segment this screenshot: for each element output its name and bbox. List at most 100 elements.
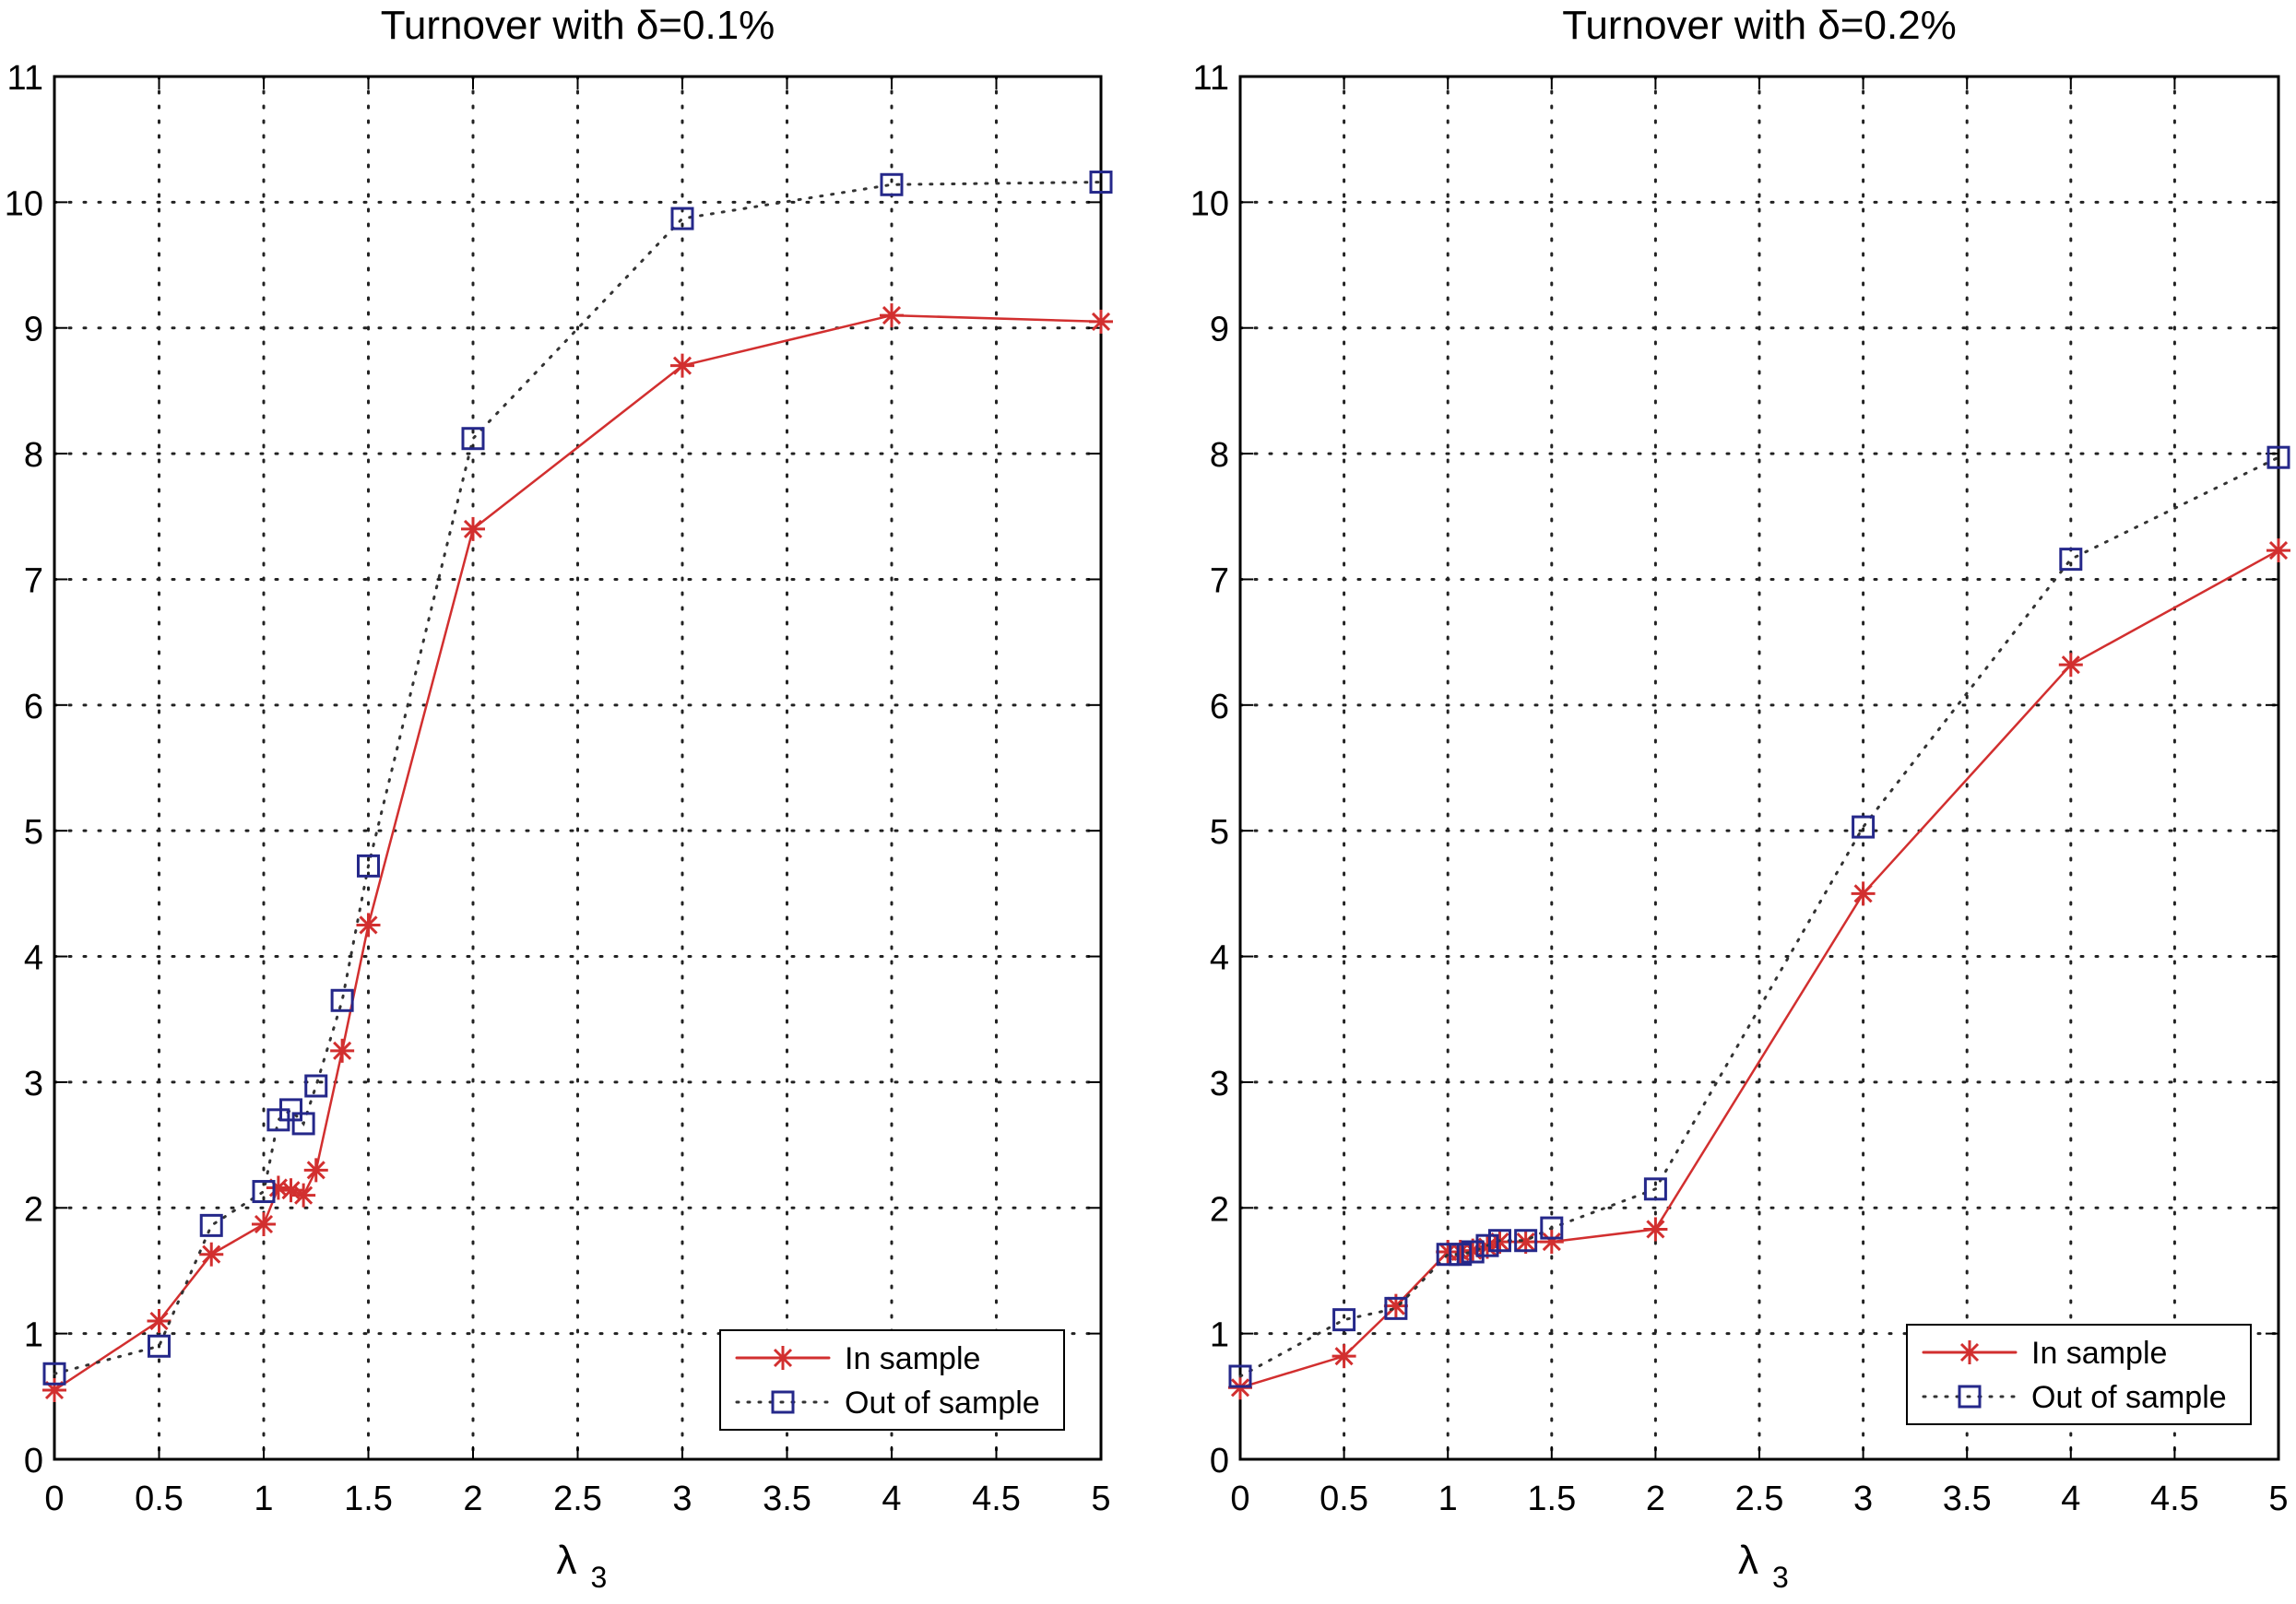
series-markers-1 <box>42 171 1113 1386</box>
plot-frame <box>1238 75 2280 1461</box>
data-point-star <box>1331 1344 1356 1369</box>
star-stroke <box>333 1041 352 1060</box>
x-tick-label: 2 <box>1646 1480 1665 1518</box>
data-point-square <box>670 206 694 230</box>
data-point-square <box>1643 1177 1667 1201</box>
data-point-square <box>199 1213 223 1237</box>
data-point-star <box>1643 1217 1668 1242</box>
legend-label: In sample <box>2031 1336 2167 1371</box>
data-point-star <box>147 1309 172 1333</box>
x-tick-label: 3 <box>672 1480 692 1518</box>
data-point-star <box>1089 309 1113 334</box>
data-point-square <box>1514 1229 1538 1253</box>
series-markers-0 <box>42 303 1113 1402</box>
data-point-square <box>1332 1308 1356 1332</box>
plot-frame <box>53 75 1103 1461</box>
series-line-1 <box>53 181 1103 1375</box>
x-tick-label: 3.5 <box>1943 1480 1992 1518</box>
x-tick-label: 5 <box>2268 1480 2288 1518</box>
data-point-square <box>291 1112 315 1136</box>
data-point-square <box>330 988 354 1012</box>
star-stroke <box>1091 312 1111 331</box>
y-tick-label: 6 <box>1210 688 1229 726</box>
data-point-square <box>1228 1364 1252 1388</box>
x-tick-label: 4.5 <box>2150 1480 2199 1518</box>
data-point-star <box>461 516 485 541</box>
x-tick-label: 0.5 <box>1320 1480 1368 1518</box>
chart-title: Turnover with δ=0.1% <box>381 3 775 48</box>
x-axis-label-subscript: 3 <box>591 1561 608 1594</box>
x-tick-label: 1.5 <box>1527 1480 1576 1518</box>
star-stroke <box>1542 1232 1561 1252</box>
data-point-square <box>771 1390 795 1414</box>
x-tick-label: 0.5 <box>135 1480 183 1518</box>
data-point-square <box>279 1098 303 1122</box>
data-point-star <box>330 1038 355 1063</box>
y-tick-label: 0 <box>24 1442 43 1480</box>
legend-box <box>719 1329 1065 1431</box>
data-point-star <box>199 1242 224 1267</box>
data-point-star <box>356 913 381 938</box>
x-tick-label: 2.5 <box>1735 1480 1784 1518</box>
data-point-star <box>670 353 694 378</box>
x-tick-label: 0 <box>1230 1480 1249 1518</box>
y-tick-label: 4 <box>24 939 43 978</box>
star-stroke <box>1646 1220 1665 1239</box>
x-tick-label: 3.5 <box>763 1480 811 1518</box>
data-point-square <box>1475 1233 1499 1257</box>
star-stroke <box>1334 1347 1354 1366</box>
x-axis-label: λ <box>1738 1538 1758 1583</box>
y-tick-label: 8 <box>24 436 43 475</box>
data-point-square <box>304 1074 328 1098</box>
data-point-square <box>1089 171 1113 195</box>
star-stroke <box>882 306 902 325</box>
x-tick-label: 1 <box>1438 1480 1458 1518</box>
star-stroke <box>2268 541 2289 560</box>
data-point-star <box>1539 1230 1564 1255</box>
x-axis-label-subscript: 3 <box>1772 1561 1789 1594</box>
series-line-0 <box>53 313 1103 1392</box>
chart-panel-1: 0 0.5 1 1.5 2 2.5 3 3.5 4 4.5 5 0 1 2 3 4 5 6 7 8 9 10 11 Turno… <box>1190 3 2290 1594</box>
star-stroke <box>359 915 378 935</box>
star-stroke <box>1516 1232 1535 1252</box>
data-point-square <box>1852 815 1876 839</box>
data-point-square <box>1384 1296 1408 1320</box>
legend-label: Out of sample <box>2031 1380 2227 1415</box>
star-stroke <box>294 1185 314 1205</box>
y-tick-label: 3 <box>24 1065 43 1103</box>
data-point-square <box>880 172 904 196</box>
star-stroke <box>1959 1342 1980 1362</box>
x-tick-label: 2.5 <box>553 1480 602 1518</box>
legend-label: Out of sample <box>845 1386 1040 1421</box>
x-tick-label: 5 <box>1091 1480 1110 1518</box>
data-point-square <box>148 1334 171 1358</box>
star-stroke <box>254 1214 274 1234</box>
y-tick-label: 4 <box>1210 939 1229 978</box>
data-point-square <box>357 854 380 878</box>
data-point-square <box>1958 1385 1982 1409</box>
y-tick-label: 5 <box>1210 813 1229 852</box>
x-tick-label: 4.5 <box>972 1480 1021 1518</box>
star-stroke <box>1386 1296 1405 1315</box>
star-stroke <box>1450 1242 1470 1262</box>
data-point-square <box>42 1362 66 1386</box>
y-tick-label: 3 <box>1210 1065 1229 1103</box>
data-point-square <box>1436 1243 1460 1267</box>
y-tick-label: 10 <box>5 184 43 223</box>
data-point-star <box>42 1378 66 1402</box>
y-tick-label: 2 <box>24 1190 43 1229</box>
data-point-star <box>2266 538 2290 563</box>
x-tick-label: 4 <box>2061 1480 2080 1518</box>
star-stroke <box>672 356 692 375</box>
y-tick-label: 7 <box>1210 561 1229 600</box>
y-tick-label: 9 <box>24 311 43 349</box>
star-stroke <box>281 1181 301 1200</box>
y-tick-label: 11 <box>1193 59 1229 98</box>
star-stroke <box>463 519 483 538</box>
data-point-square <box>1449 1243 1473 1267</box>
data-point-star <box>2058 653 2083 678</box>
data-point-square <box>2266 445 2290 469</box>
data-point-square <box>252 1180 276 1204</box>
star-stroke <box>202 1244 221 1264</box>
